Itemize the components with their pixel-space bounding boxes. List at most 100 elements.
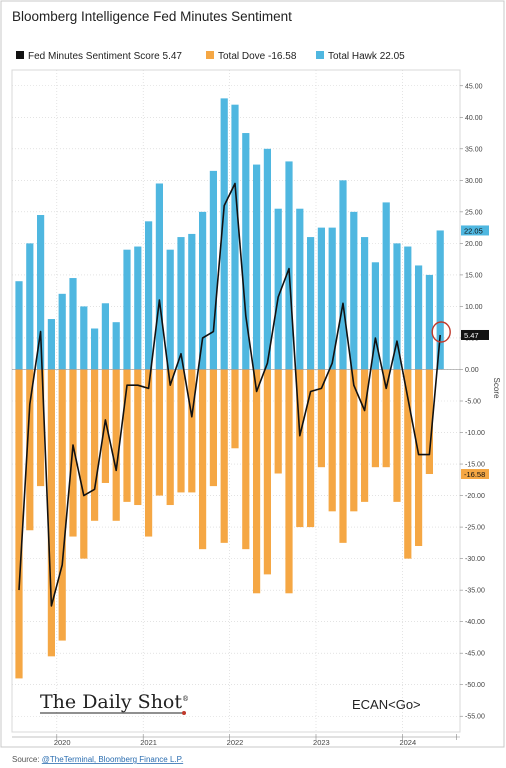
dove-bar xyxy=(188,369,196,493)
hawk-bar xyxy=(220,98,228,370)
dove-bar xyxy=(339,369,347,543)
dove-bar xyxy=(317,369,325,468)
hawk-bar xyxy=(91,328,99,370)
y-tick-label: 35.00 xyxy=(465,146,483,153)
source-line: Source: @TheTerminal, Bloomberg Finance … xyxy=(12,755,183,764)
dove-bar xyxy=(382,369,390,468)
hawk-bar xyxy=(371,262,379,370)
hawk-bar xyxy=(47,319,55,370)
y-tick-label: -55.00 xyxy=(465,714,485,721)
dove-bar xyxy=(274,369,282,474)
dove-bar xyxy=(134,369,142,506)
dove-bar xyxy=(393,369,401,502)
dove-callout-label: -16.58 xyxy=(464,470,485,479)
hawk-bar xyxy=(145,221,153,370)
hawk-bar xyxy=(123,249,131,370)
x-tick-label: 2020 xyxy=(54,738,71,747)
hawk-bar xyxy=(296,208,304,370)
chart-title: Bloomberg Intelligence Fed Minutes Senti… xyxy=(12,9,292,24)
legend-entry: Fed Minutes Sentiment Score 5.47 xyxy=(28,51,182,62)
dove-bar xyxy=(26,369,34,531)
legend-entry: Total Dove -16.58 xyxy=(218,51,297,62)
hawk-bar xyxy=(166,249,174,370)
dove-bar xyxy=(242,369,250,550)
y-tick-label: 10.00 xyxy=(465,304,483,311)
hawk-bar xyxy=(415,265,423,370)
x-tick-label: 2024 xyxy=(399,738,416,747)
dove-bar xyxy=(371,369,379,468)
hawk-bar xyxy=(80,306,88,370)
score-line xyxy=(18,182,451,607)
y-tick-label: -10.00 xyxy=(465,430,485,437)
dove-bar xyxy=(80,369,88,559)
hawk-bar xyxy=(328,227,336,370)
hawk-bar xyxy=(15,281,23,370)
hawk-bar xyxy=(393,243,401,370)
hawk-bar xyxy=(134,246,142,370)
dove-bar xyxy=(166,369,174,506)
logo-dot xyxy=(182,711,186,715)
legend-swatch xyxy=(316,51,324,59)
y-tick-label: -5.00 xyxy=(465,399,481,406)
dove-bar xyxy=(37,369,45,487)
y-tick-label: 25.00 xyxy=(465,209,483,216)
y-tick-label: 40.00 xyxy=(465,115,483,122)
dove-bar xyxy=(307,369,315,528)
hawk-callout-box xyxy=(461,225,489,236)
y-tick-label: -20.00 xyxy=(465,493,485,500)
dove-bar xyxy=(101,369,109,483)
dove-bar xyxy=(112,369,120,521)
dove-bar xyxy=(199,369,207,550)
dove-bar xyxy=(15,369,23,679)
dove-bar xyxy=(404,369,412,559)
hawk-callout-label: 22.05 xyxy=(464,226,483,235)
x-tick-label: 2022 xyxy=(227,738,244,747)
dove-bar xyxy=(415,369,423,547)
hawk-bar xyxy=(26,243,34,370)
dove-bar xyxy=(47,369,55,657)
hawk-bar xyxy=(37,215,45,370)
hawk-bar xyxy=(350,211,358,370)
highlight-circle xyxy=(431,321,451,343)
legend: Fed Minutes Sentiment Score 5.47 Total Do… xyxy=(16,51,405,62)
legend-swatch xyxy=(206,51,214,59)
y-tick-label: -25.00 xyxy=(465,525,485,532)
dove-bar xyxy=(296,369,304,528)
dove-bar xyxy=(220,369,228,543)
hawk-bar xyxy=(242,133,250,370)
dove-bar xyxy=(231,369,239,449)
dove-callout-box xyxy=(461,469,489,480)
dove-bar xyxy=(155,369,163,496)
dove-bar xyxy=(263,369,271,575)
hawk-bar xyxy=(317,227,325,370)
hawk-bar xyxy=(58,293,66,370)
dove-bar xyxy=(328,369,336,512)
y-tick-label: 45.00 xyxy=(465,83,483,90)
hawk-bar xyxy=(155,183,163,370)
y-tick-label: 20.00 xyxy=(465,241,483,248)
y-tick-label: 30.00 xyxy=(465,178,483,185)
hawk-bar xyxy=(274,208,282,370)
y-tick-label: -30.00 xyxy=(465,556,485,563)
ticker-label: ECAN<Go> xyxy=(352,697,421,712)
hawk-bar xyxy=(112,322,120,370)
hawk-bar xyxy=(339,180,347,370)
y-axis: 45.00 40.00 35.00 30.00 25.00 20.00 15.00 10.00… xyxy=(460,83,485,721)
hawk-bar xyxy=(436,230,444,370)
hawk-bar xyxy=(361,237,369,370)
x-tick-label: 2023 xyxy=(313,738,330,747)
y-tick-label: 15.00 xyxy=(465,272,483,279)
hawk-bar xyxy=(382,202,390,370)
y-tick-label: 0.00 xyxy=(465,367,479,374)
hawk-bar xyxy=(199,211,207,370)
hawk-bar xyxy=(209,170,217,370)
hawk-bar xyxy=(263,148,271,370)
x-axis: 2020 2021 2022 2023 2024 xyxy=(12,734,460,747)
y-tick-label: -45.00 xyxy=(465,651,485,658)
dove-bar xyxy=(209,369,217,487)
y-tick-label: -15.00 xyxy=(465,462,485,469)
source-link[interactable]: @TheTerminal, Bloomberg Finance L.P. xyxy=(42,755,183,764)
hawk-bar xyxy=(404,246,412,370)
dove-bar xyxy=(58,369,66,641)
